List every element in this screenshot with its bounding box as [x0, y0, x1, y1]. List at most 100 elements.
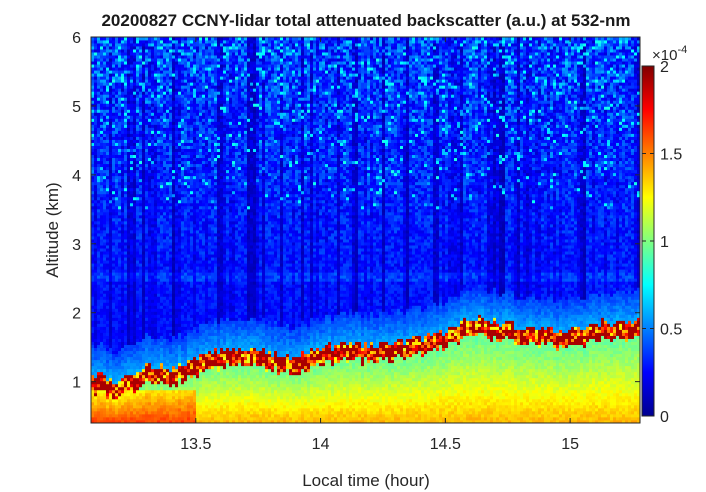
heatmap-cell [112, 296, 116, 300]
heatmap-cell [184, 401, 188, 406]
heatmap-cell [124, 121, 128, 125]
heatmap-cell [118, 338, 122, 342]
heatmap-cell [97, 88, 101, 92]
heatmap-cell [130, 157, 134, 162]
heatmap-cell [151, 172, 155, 177]
heatmap-cell [187, 329, 191, 333]
heatmap-cell [163, 386, 167, 391]
heatmap-cell [142, 148, 146, 152]
heatmap-cell [187, 284, 191, 288]
heatmap-cell [154, 61, 158, 65]
heatmap-cell [145, 190, 149, 195]
heatmap-cell [136, 79, 140, 83]
heatmap-cell [112, 230, 116, 234]
heatmap-cell [196, 314, 200, 318]
heatmap-cell [142, 308, 146, 312]
heatmap-cell [127, 410, 131, 415]
heatmap-cell [145, 199, 149, 204]
heatmap-cell [136, 175, 140, 180]
heatmap-cell [142, 350, 146, 355]
heatmap-cell [166, 58, 170, 62]
heatmap-cell [163, 133, 167, 137]
heatmap-cell [151, 226, 155, 231]
heatmap-cell [205, 305, 209, 309]
heatmap-cell [178, 293, 182, 297]
heatmap-cell [124, 287, 128, 291]
heatmap-cell [103, 157, 107, 162]
heatmap-cell [184, 395, 188, 400]
heatmap-cell [202, 46, 206, 50]
heatmap-cell [166, 344, 170, 349]
heatmap-cell [163, 208, 167, 213]
heatmap-cell [109, 416, 113, 421]
heatmap-cell [205, 85, 209, 89]
heatmap-cell [157, 335, 161, 339]
heatmap-cell [157, 184, 161, 189]
heatmap-cell [157, 70, 161, 74]
heatmap-cell [148, 142, 152, 146]
heatmap-cell [127, 151, 131, 156]
heatmap-cell [118, 248, 122, 252]
heatmap-cell [187, 257, 191, 261]
heatmap-cell [175, 344, 179, 349]
heatmap-cell [190, 97, 194, 101]
heatmap-cell [100, 404, 104, 409]
heatmap-cell [184, 205, 188, 210]
heatmap-cell [139, 154, 143, 159]
heatmap-cell [172, 281, 176, 285]
heatmap-cell [97, 290, 101, 294]
heatmap-cell [181, 401, 185, 406]
heatmap-cell [115, 263, 119, 267]
heatmap-cell [124, 67, 128, 71]
heatmap-cell [172, 389, 176, 394]
heatmap-cell [178, 43, 182, 47]
heatmap-cell [142, 362, 146, 367]
heatmap-cell [151, 338, 155, 342]
heatmap-cell [94, 275, 98, 279]
heatmap-cell [112, 172, 116, 177]
heatmap-cell [145, 392, 149, 397]
heatmap-cell [103, 112, 107, 116]
heatmap-cell [157, 178, 161, 183]
heatmap-cell [175, 124, 179, 128]
heatmap-cell [178, 169, 182, 174]
heatmap-cell [175, 371, 179, 376]
heatmap-cell [91, 338, 95, 342]
heatmap-cell [124, 178, 128, 183]
heatmap-cell [142, 371, 146, 376]
heatmap-cell [118, 299, 122, 303]
heatmap-cell [130, 383, 134, 388]
heatmap-cell [133, 187, 137, 192]
heatmap-cell [139, 181, 143, 186]
heatmap-cell [199, 118, 203, 122]
heatmap-cell [121, 383, 125, 388]
heatmap-cell [109, 344, 113, 349]
heatmap-cell [109, 269, 113, 273]
heatmap-cell [148, 169, 152, 174]
heatmap-cell [130, 239, 134, 243]
heatmap-cell [169, 407, 173, 412]
heatmap-cell [190, 184, 194, 189]
heatmap-cell [133, 395, 137, 400]
heatmap-cell [112, 284, 116, 288]
heatmap-cell [157, 239, 161, 243]
heatmap-cell [184, 239, 188, 243]
heatmap-cell [169, 338, 173, 342]
heatmap-cell [178, 202, 182, 207]
heatmap-cell [100, 202, 104, 207]
heatmap-cell [127, 79, 131, 83]
heatmap-cell [202, 94, 206, 98]
heatmap-cell [160, 305, 164, 309]
heatmap-cell [115, 46, 119, 50]
heatmap-cell [175, 175, 179, 180]
heatmap-cell [124, 341, 128, 345]
heatmap-cell [130, 350, 134, 355]
heatmap-cell [154, 287, 158, 291]
heatmap-cell [199, 67, 203, 71]
heatmap-cell [145, 196, 149, 201]
heatmap-cell [148, 139, 152, 143]
heatmap-cell [178, 278, 182, 282]
heatmap-cell [163, 115, 167, 119]
heatmap-cell [166, 236, 170, 240]
heatmap-cell [148, 416, 152, 421]
